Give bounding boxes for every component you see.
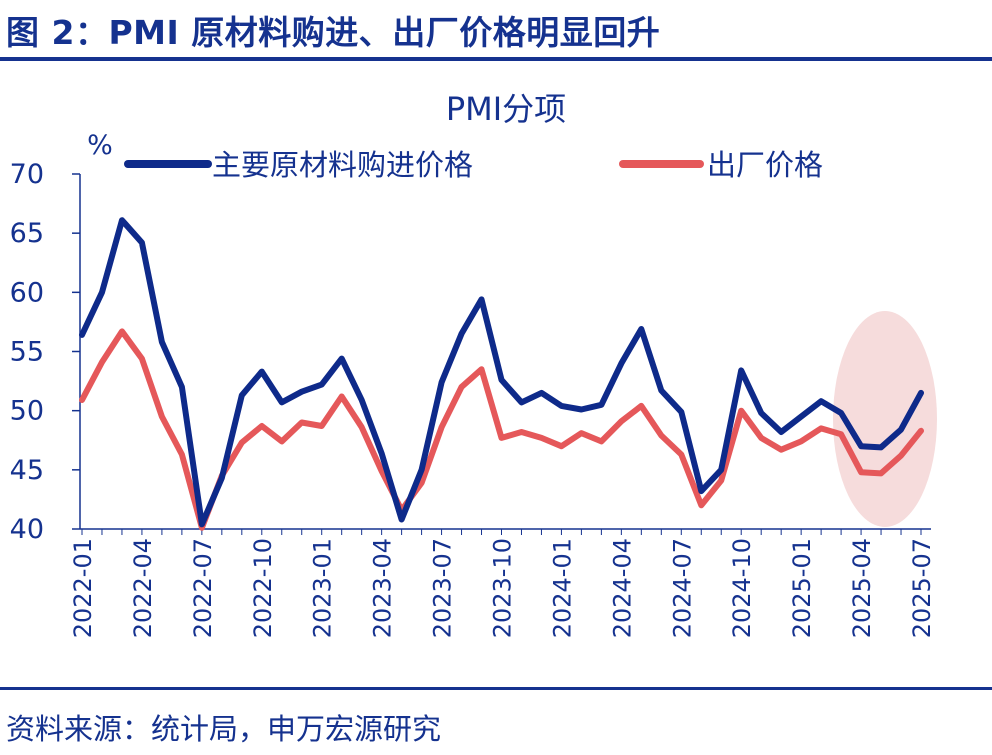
figure-title: 图 2：PMI 原材料购进、出厂价格明显回升 [6, 13, 661, 52]
x-tick-label: 2024-07 [668, 538, 696, 638]
pmi-line-chart: PMI分项 % 主要原材料购进价格 出厂价格 40 45 50 55 60 65 70 20… [10, 90, 937, 638]
source-note: 资料来源：统计局，申万宏源研究 [6, 712, 442, 746]
series-line-2 [79, 328, 924, 531]
bottom-rule [0, 687, 992, 690]
legend: 主要原材料购进价格 出厂价格 [124, 148, 823, 182]
x-tick-label: 2024-04 [608, 538, 636, 638]
y-tick-label: 65 [10, 218, 44, 249]
y-tick-label: 55 [10, 337, 44, 368]
y-tick-label: 70 [10, 159, 44, 190]
x-tick-label: 2023-01 [309, 538, 337, 638]
series-line-1 [79, 217, 924, 528]
y-tick-label: 60 [10, 277, 44, 308]
x-tick-label: 2023-04 [369, 538, 397, 638]
x-tick-label: 2024-10 [728, 538, 756, 638]
y-tick-label: 40 [10, 514, 44, 545]
x-tick-label: 2025-04 [848, 538, 876, 638]
x-tick-label: 2023-07 [429, 538, 457, 638]
y-tick-label: 45 [10, 455, 44, 486]
x-tick-label: 2022-10 [249, 538, 277, 638]
highlight-ellipse [833, 311, 937, 527]
legend-label-series-2: 出厂价格 [707, 148, 823, 182]
x-tick-label: 2023-10 [489, 538, 517, 638]
legend-label-series-1: 主要原材料购进价格 [212, 148, 473, 182]
x-tick-label: 2025-07 [908, 538, 936, 638]
series-lines [79, 217, 924, 531]
x-tick-label: 2022-04 [129, 538, 157, 638]
x-tick-label: 2025-01 [788, 538, 816, 638]
y-tick-label: 50 [10, 396, 44, 427]
x-tick-label: 2022-07 [189, 538, 217, 638]
x-axis-ticks: 2022-01 2022-04 2022-07 2022-10 2023-01 2023-… [69, 529, 936, 638]
top-rule [0, 57, 992, 61]
y-unit-label: % [87, 130, 113, 161]
chart-title: PMI分项 [446, 90, 566, 128]
x-tick-label: 2022-01 [69, 538, 97, 638]
x-tick-label: 2024-01 [548, 538, 576, 638]
y-axis-ticks: 40 45 50 55 60 65 70 [10, 159, 80, 545]
